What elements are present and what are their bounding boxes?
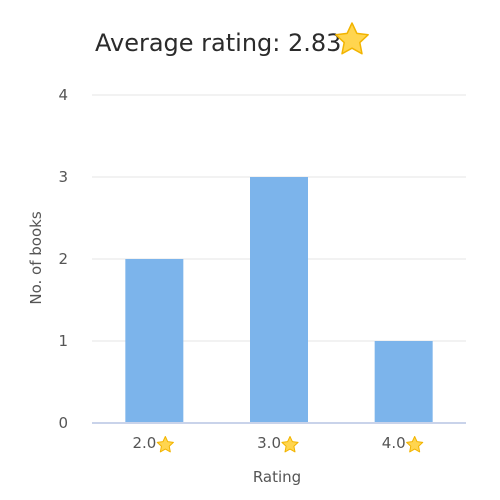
y-tick-label: 0	[58, 414, 68, 432]
y-axis-title: No. of books	[27, 211, 45, 304]
y-tick-label: 4	[58, 86, 68, 104]
chart-header: Average rating: 2.83	[95, 22, 369, 57]
x-tick-label: 2.0	[132, 434, 174, 453]
bar	[250, 177, 308, 423]
star-icon	[335, 22, 369, 55]
y-tick-label: 3	[58, 168, 68, 186]
bar	[125, 259, 184, 423]
star-icon	[156, 436, 174, 453]
star-icon	[406, 436, 424, 453]
x-tick-label-text: 3.0	[257, 434, 281, 452]
x-tick-label: 3.0	[257, 434, 299, 453]
x-tick-label-text: 2.0	[132, 434, 156, 452]
chart-title: Average rating: 2.83	[95, 29, 341, 57]
y-tick-label: 1	[58, 332, 68, 350]
tick-labels: 0 1 2 3 4 2.0 3.0 4.0	[58, 86, 424, 453]
star-icon	[281, 436, 299, 453]
y-tick-label: 2	[58, 250, 68, 268]
x-tick-label-text: 4.0	[382, 434, 406, 452]
x-axis-title: Rating	[253, 468, 301, 486]
bar	[374, 341, 433, 423]
star-icon-shape	[335, 22, 369, 55]
x-tick-label: 4.0	[382, 434, 424, 453]
bars	[125, 177, 433, 423]
